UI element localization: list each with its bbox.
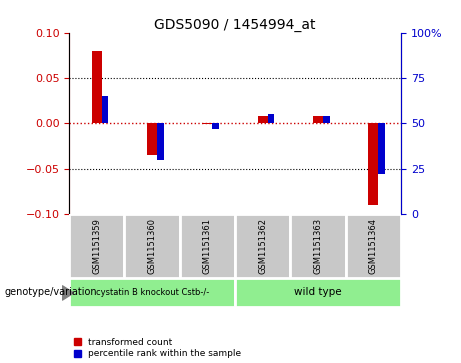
Bar xyxy=(124,214,180,278)
Bar xyxy=(92,51,102,123)
Legend: transformed count, percentile rank within the sample: transformed count, percentile rank withi… xyxy=(74,338,241,359)
Bar xyxy=(258,116,268,123)
Text: GSM1151362: GSM1151362 xyxy=(258,218,267,274)
Title: GDS5090 / 1454994_at: GDS5090 / 1454994_at xyxy=(154,18,316,32)
Bar xyxy=(290,214,346,278)
Bar xyxy=(69,278,235,307)
Text: GSM1151361: GSM1151361 xyxy=(203,218,212,274)
Text: GSM1151364: GSM1151364 xyxy=(369,218,378,274)
Text: genotype/variation: genotype/variation xyxy=(5,287,97,297)
Text: cystatin B knockout Cstb-/-: cystatin B knockout Cstb-/- xyxy=(95,288,209,297)
Text: GSM1151359: GSM1151359 xyxy=(92,218,101,274)
Bar xyxy=(268,114,274,123)
Bar xyxy=(69,214,124,278)
Text: GSM1151360: GSM1151360 xyxy=(148,218,157,274)
Text: GSM1151363: GSM1151363 xyxy=(313,218,323,274)
Bar xyxy=(102,96,108,123)
Bar xyxy=(378,123,385,174)
Bar xyxy=(323,116,330,123)
Bar xyxy=(213,123,219,129)
Bar xyxy=(346,214,401,278)
Text: wild type: wild type xyxy=(294,287,342,297)
Bar xyxy=(235,214,290,278)
Bar xyxy=(180,214,235,278)
Bar xyxy=(147,123,157,155)
Bar xyxy=(157,123,164,160)
Bar xyxy=(313,116,323,123)
Bar xyxy=(202,123,213,124)
Polygon shape xyxy=(62,286,74,300)
Bar xyxy=(368,123,378,205)
Bar xyxy=(235,278,401,307)
